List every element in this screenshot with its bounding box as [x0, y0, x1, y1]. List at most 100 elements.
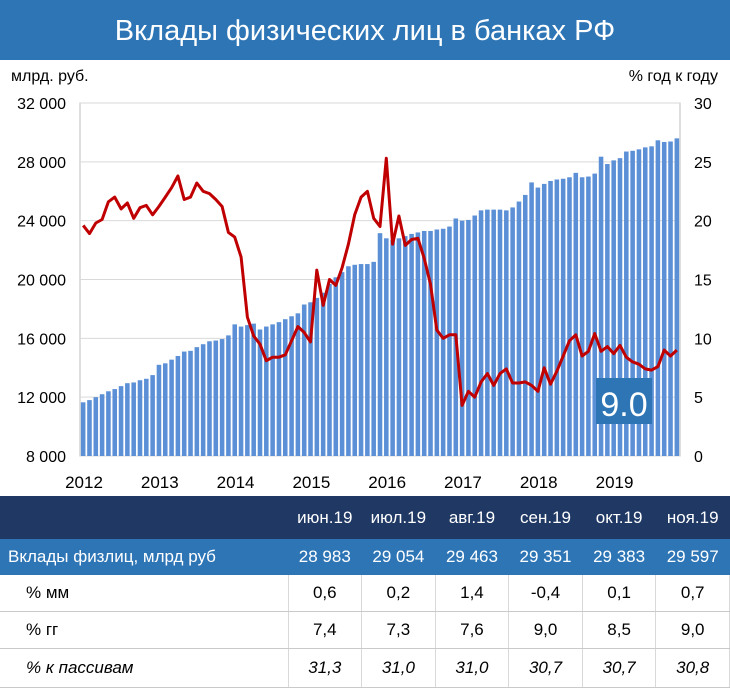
bar	[516, 201, 522, 456]
left-tick-label: 12 000	[17, 390, 66, 407]
table-cell: 28 983	[288, 539, 362, 575]
x-tick-label: 2018	[520, 473, 558, 492]
table-cell: 29 351	[508, 539, 583, 575]
bar	[649, 146, 654, 456]
table-cell: 7,6	[435, 611, 510, 649]
bar	[162, 363, 168, 456]
table-cell: 29 383	[582, 539, 656, 575]
bar	[642, 147, 648, 456]
bar	[232, 324, 238, 456]
bar	[131, 382, 136, 456]
right-tick-label: 25	[694, 155, 712, 172]
table-cell: 8,5	[582, 611, 657, 649]
bar	[592, 173, 598, 456]
bar	[238, 326, 244, 456]
right-tick-label: 15	[694, 273, 712, 290]
bar	[327, 283, 332, 456]
bar	[428, 230, 433, 456]
bar	[617, 158, 623, 456]
bar	[605, 164, 610, 456]
column-header: ноя.19	[655, 496, 730, 539]
bar	[150, 375, 155, 456]
x-tick-label: 2012	[65, 473, 103, 492]
left-tick-label: 24 000	[17, 214, 66, 231]
table-cell: 29 597	[655, 539, 730, 575]
table-cell: 0,7	[655, 575, 730, 612]
bar	[504, 210, 509, 456]
bar	[346, 266, 351, 456]
bar	[661, 141, 667, 456]
left-tick-label: 16 000	[17, 331, 66, 348]
bar	[80, 402, 86, 456]
table-cell: 9,0	[508, 611, 583, 649]
bar	[314, 297, 320, 456]
bar	[402, 236, 408, 456]
bar	[188, 350, 193, 456]
row-label: % мм	[0, 575, 289, 612]
bar	[579, 177, 585, 456]
left-axis-label: млрд. руб.	[11, 68, 89, 85]
table-cell: 30,7	[582, 648, 657, 688]
right-tick-label: 10	[694, 331, 712, 348]
bar	[245, 325, 250, 456]
table-row-mm: % мм 0,6 0,2 1,4 -0,4 0,1 0,7	[0, 575, 730, 612]
table-row-yy: % гг 7,4 7,3 7,6 9,0 8,5 9,0	[0, 611, 730, 649]
table-cell: 1,4	[435, 575, 510, 612]
row-label: % гг	[0, 611, 289, 649]
chart-title: Вклады физических лиц в банках РФ	[0, 0, 730, 60]
column-header: авг.19	[435, 496, 509, 539]
bar	[636, 149, 642, 457]
table-cell: 7,3	[361, 611, 436, 649]
bar	[586, 176, 591, 456]
bar	[289, 316, 294, 456]
x-tick-label: 2019	[596, 473, 634, 492]
table-cell: 29 054	[361, 539, 436, 575]
bar	[371, 261, 376, 456]
left-tick-label: 32 000	[17, 96, 66, 113]
table-header-corner	[0, 496, 288, 539]
bar	[510, 207, 515, 456]
right-tick-label: 0	[694, 449, 703, 466]
bar	[257, 329, 263, 456]
table-header-row: июн.19 июл.19 авг.19 сен.19 окт.19 ноя.1…	[0, 496, 730, 539]
bar	[365, 264, 370, 456]
bar	[226, 335, 231, 456]
bar	[352, 264, 358, 456]
bar	[472, 215, 478, 456]
bar	[522, 194, 528, 457]
right-tick-label: 30	[694, 96, 712, 113]
bar	[125, 383, 130, 456]
bar	[333, 277, 339, 456]
table-row-liabilities: % к пассивам 31,3 31,0 31,0 30,7 30,7 30…	[0, 648, 730, 688]
table-cell: 0,6	[288, 575, 363, 612]
combo-chart: 8 000 12 000 16 000 20 000 24 000 28 000 32 00…	[17, 96, 712, 492]
data-table: июн.19 июл.19 авг.19 сен.19 окт.19 ноя.1…	[0, 496, 730, 688]
bar	[93, 397, 99, 456]
bar	[276, 322, 282, 456]
table-cell: 9,0	[655, 611, 730, 649]
bar	[320, 292, 326, 456]
left-tick-label: 28 000	[17, 155, 66, 172]
bar	[655, 140, 661, 456]
bar	[421, 230, 427, 456]
bar	[440, 228, 446, 456]
bar	[548, 180, 553, 456]
bar	[251, 323, 256, 456]
bar	[630, 150, 635, 456]
bar	[529, 182, 534, 457]
bar	[560, 178, 566, 456]
bar	[175, 355, 181, 456]
bar	[118, 386, 124, 456]
bar	[497, 209, 503, 456]
bar	[156, 364, 162, 456]
bar	[459, 220, 465, 456]
left-tick-label: 8 000	[26, 449, 66, 466]
bar	[87, 400, 92, 456]
table-cell: 31,3	[288, 648, 363, 688]
bar	[624, 151, 629, 456]
row-label: % к пассивам	[0, 648, 289, 688]
bar	[112, 389, 118, 456]
bar	[339, 272, 345, 456]
bar	[478, 210, 484, 456]
bar	[611, 160, 616, 457]
